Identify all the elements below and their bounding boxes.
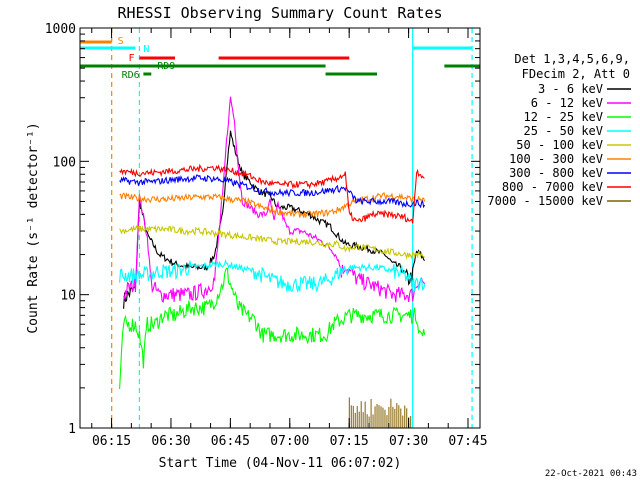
flag-bars: S NF RD9 RD6 xyxy=(80,36,480,81)
y-tick-label: 1000 xyxy=(45,22,76,37)
series-line-12-25-kev xyxy=(119,267,426,390)
y-tick-label: 10 xyxy=(60,289,76,304)
x-tick-label: 07:00 xyxy=(270,434,309,449)
series-line-6-12-kev xyxy=(123,96,426,303)
vertical-markers xyxy=(111,28,473,428)
flag-label-rd6: RD6 xyxy=(122,70,140,81)
legend-header-line-1: Det 1,3,4,5,6,9, xyxy=(514,52,630,66)
flag-label-f: F xyxy=(128,53,134,64)
legend-header-line-2: FDecim 2, Att 0 xyxy=(522,67,630,81)
series-line-50-100-kev xyxy=(119,224,425,260)
series-line-800-7000-kev xyxy=(119,163,425,224)
x-tick-label: 06:45 xyxy=(211,434,250,449)
flag-label-rd9: RD9 xyxy=(157,61,175,72)
y-axis-label: Count Rate (s⁻¹ detector⁻¹) xyxy=(26,122,41,333)
legend-label-800-7000-kev: 800 - 7000 keV xyxy=(502,180,603,194)
y-tick-label: 100 xyxy=(53,155,76,170)
legend-label-7000-15000-kev: 7000 - 15000 keV xyxy=(487,194,603,208)
chart-title: RHESSI Observing Summary Count Rates xyxy=(117,4,442,22)
x-tick-label: 06:30 xyxy=(151,434,190,449)
plot-frame xyxy=(79,27,481,429)
plot-timestamp: 22-Oct-2021 00:43 xyxy=(545,469,637,479)
flag-label-n: N xyxy=(143,44,149,55)
legend-label-3-6-kev: 3 - 6 keV xyxy=(538,82,603,96)
legend-label-50-100-kev: 50 - 100 keV xyxy=(516,138,603,152)
axes: 1 10 100 1000 06:15 06:30 06:45 07:00 07:15 07:30… xyxy=(45,22,488,449)
x-tick-label: 07:30 xyxy=(389,434,428,449)
legend-label-25-50-kev: 25 - 50 keV xyxy=(524,124,603,138)
series-lines xyxy=(119,96,426,428)
x-axis-label: Start Time (04-Nov-11 06:07:02) xyxy=(159,456,402,471)
x-tick-label: 07:45 xyxy=(448,434,487,449)
y-tick-label: 1 xyxy=(68,422,76,437)
legend-label-6-12-kev: 6 - 12 keV xyxy=(531,96,603,110)
legend-label-100-300-kev: 100 - 300 keV xyxy=(509,152,603,166)
x-tick-label: 06:15 xyxy=(92,434,131,449)
series-line-3-6-kev xyxy=(123,130,426,309)
series-line-300-800-kev xyxy=(119,174,426,209)
legend-label-300-800-kev: 300 - 800 keV xyxy=(509,166,603,180)
legend-label-12-25-kev: 12 - 25 keV xyxy=(524,110,603,124)
x-tick-label: 07:15 xyxy=(330,434,369,449)
series-line-25-50-kev xyxy=(119,258,426,294)
series-line-100-300-kev xyxy=(119,192,426,219)
flag-label-s: S xyxy=(118,36,124,47)
